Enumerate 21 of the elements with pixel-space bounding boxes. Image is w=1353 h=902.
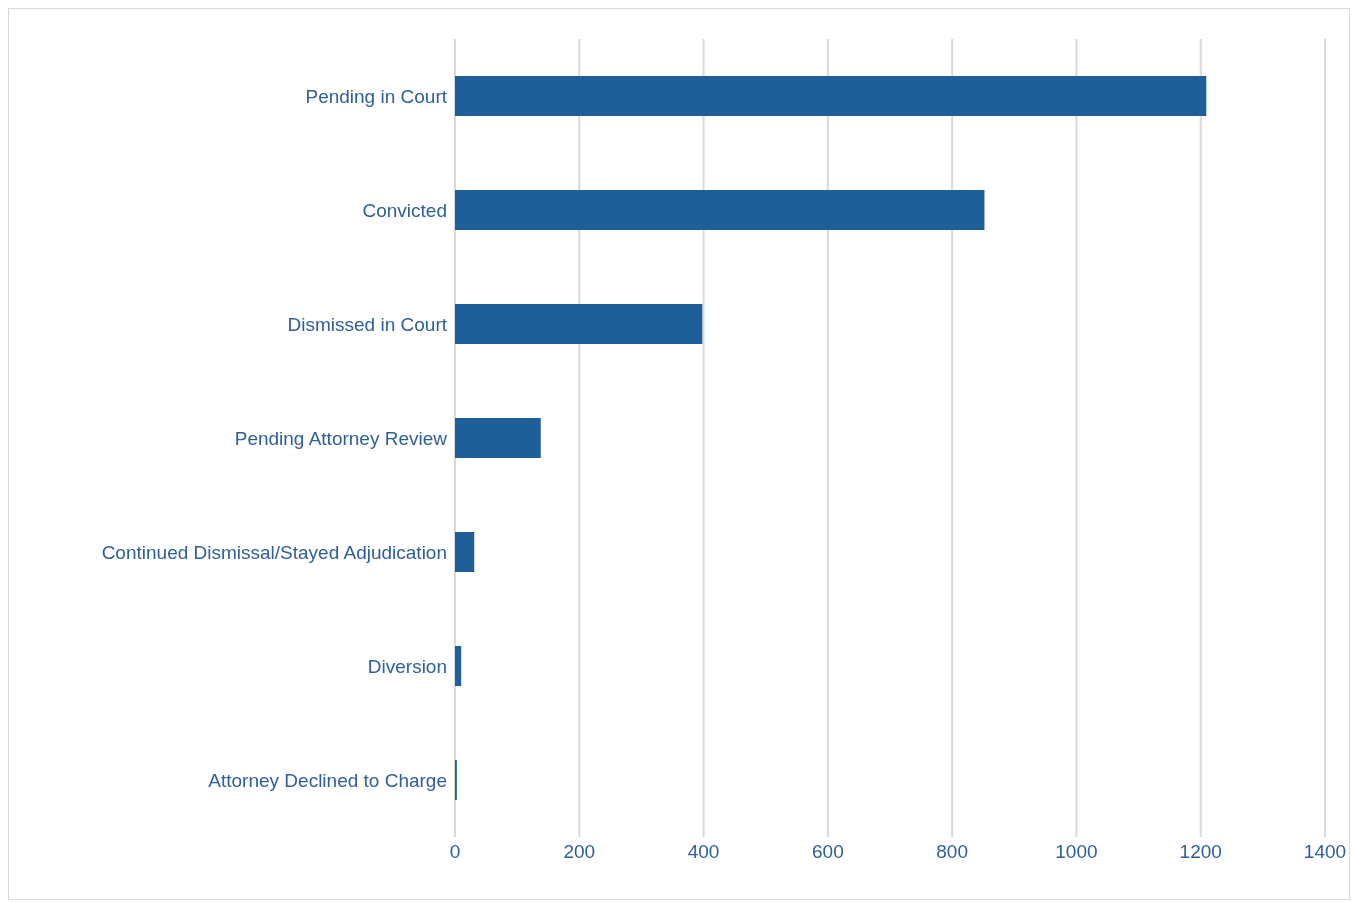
x-tick-label: 400 [687, 841, 720, 863]
y-tick-label: Diversion [367, 655, 447, 677]
bar [455, 646, 462, 686]
bar [455, 532, 475, 572]
bar [455, 76, 1207, 116]
x-tick-label: 600 [812, 841, 844, 863]
bar [455, 418, 541, 458]
x-tick-label: 1400 [1303, 841, 1347, 863]
x-tick-label: 200 [563, 841, 596, 863]
x-tick-label: 0 [449, 841, 461, 863]
bar [455, 190, 985, 230]
y-tick-label: Pending Attorney Review [234, 427, 448, 449]
x-tick-label: 800 [936, 841, 968, 863]
x-tick-label: 1000 [1055, 841, 1098, 863]
y-tick-label: Pending in Court [305, 85, 448, 107]
bar [455, 304, 703, 344]
y-tick-label: Convicted [362, 199, 447, 221]
y-tick-label: Dismissed in Court [287, 313, 448, 335]
x-tick-label: 1200 [1179, 841, 1222, 863]
y-tick-label: Continued Dismissal/Stayed Adjudication [101, 541, 447, 563]
y-tick-label: Attorney Declined to Charge [208, 769, 447, 791]
